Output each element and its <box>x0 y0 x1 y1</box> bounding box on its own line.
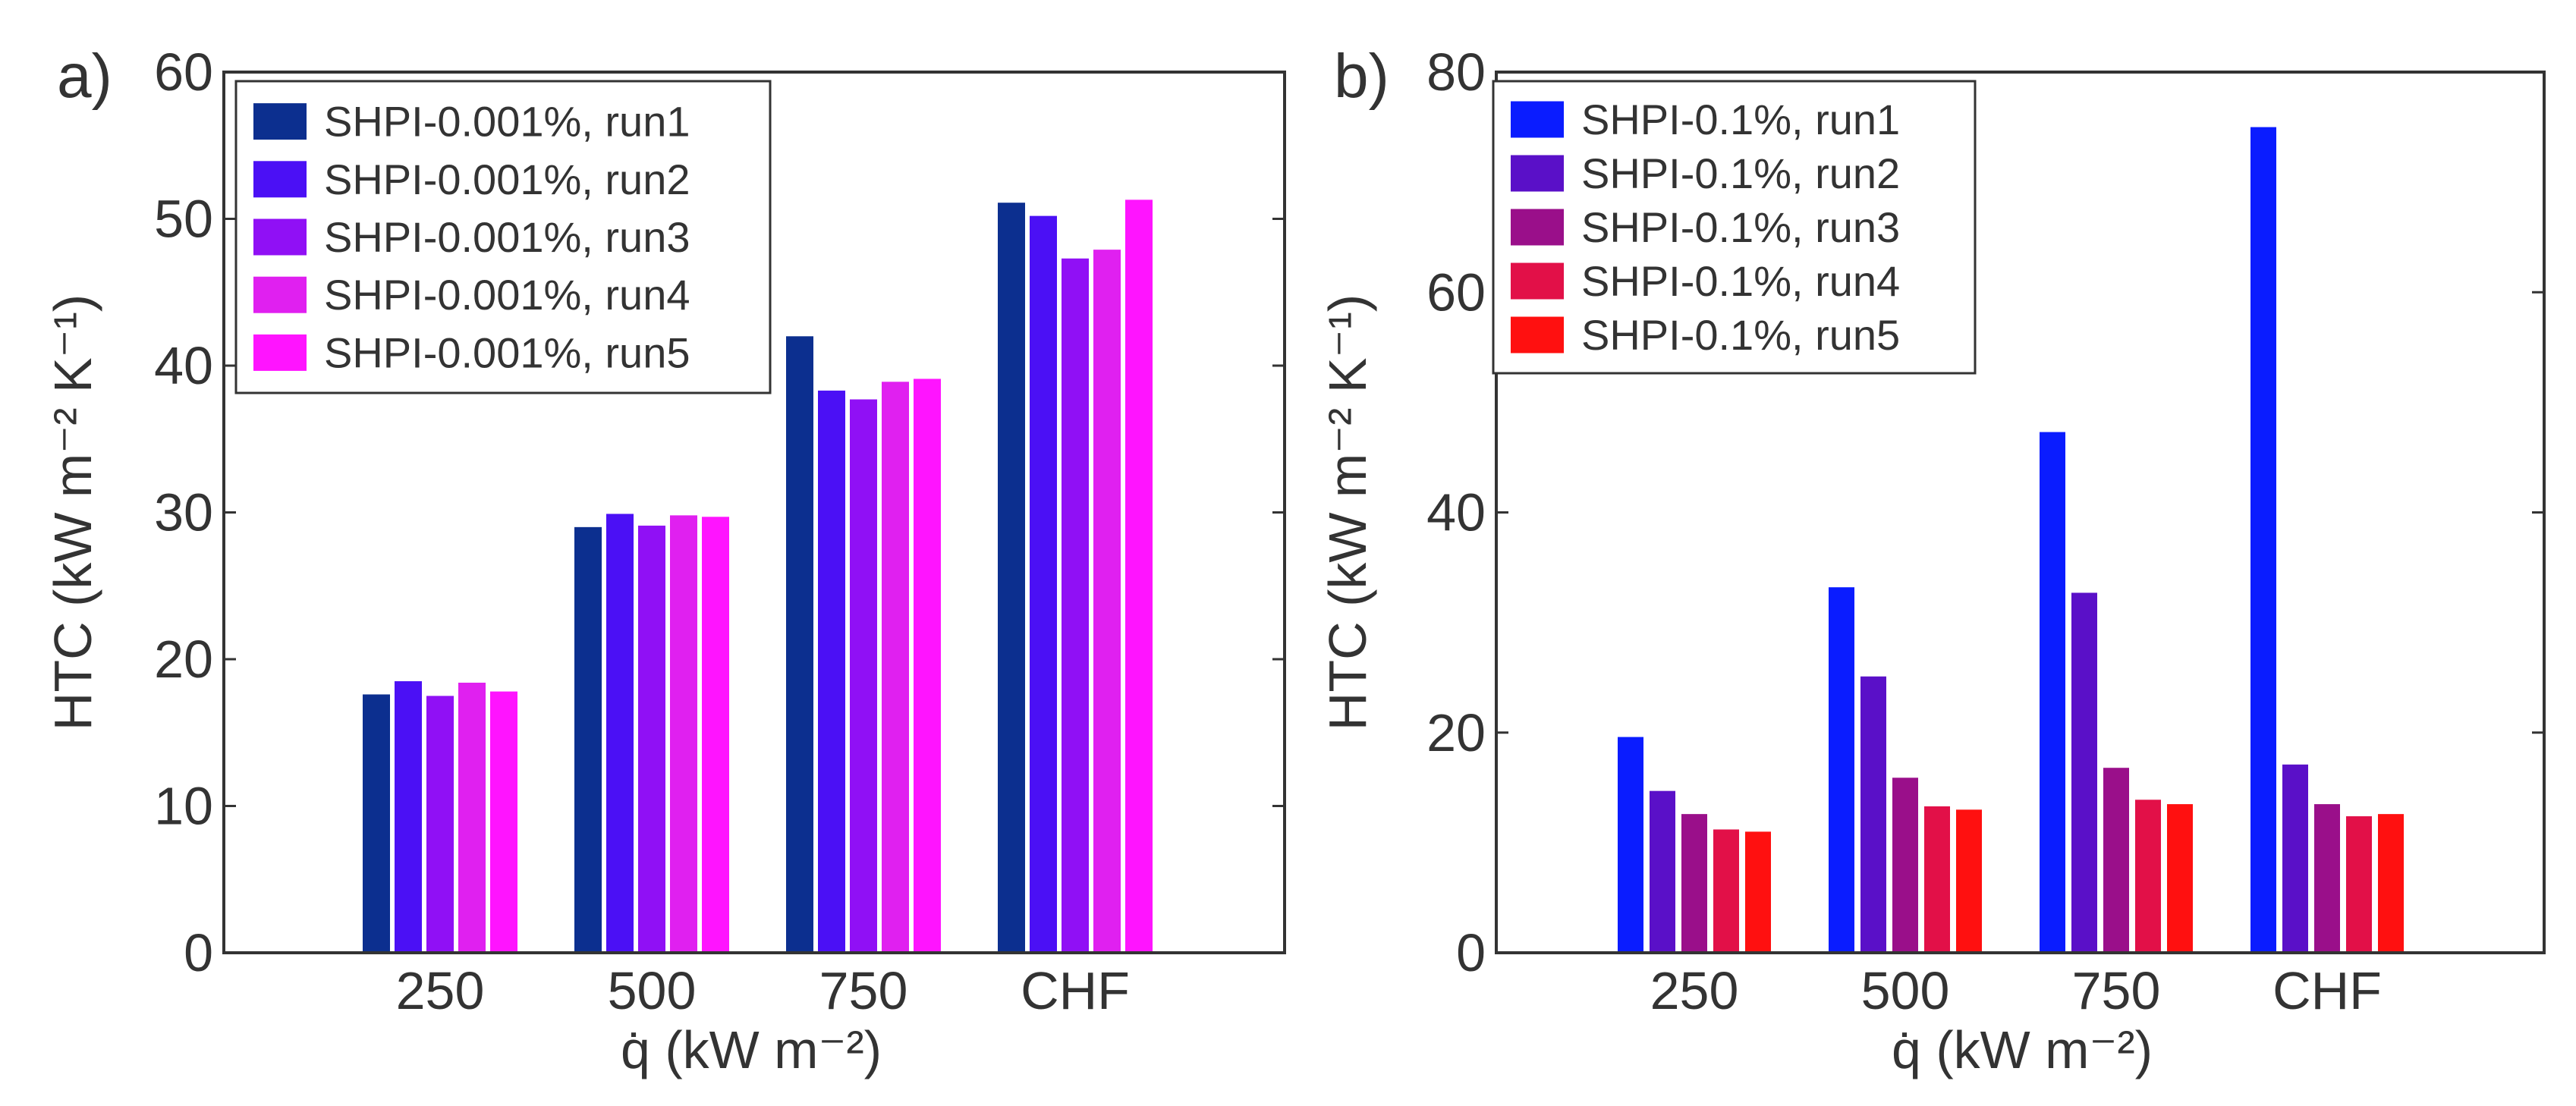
panel-a-bar-run1-250 <box>363 694 390 953</box>
panel-a-bar-run2-500 <box>606 514 634 953</box>
panel-a-xtick-label: CHF <box>1021 961 1130 1020</box>
panel-b-bar-run5-chf <box>2378 814 2404 953</box>
panel-a-bar-run4-500 <box>670 515 697 953</box>
panel-a-legend-label-run5: SHPI-0.001%, run5 <box>324 328 690 376</box>
panel-a-ytick-label: 0 <box>184 923 213 982</box>
panel-a-legend-swatch-run5 <box>253 334 307 371</box>
panel-b-xtick-label: 750 <box>2072 961 2161 1020</box>
panel-b-bar-run4-500 <box>1924 806 1950 953</box>
panel-a-bar-run4-chf <box>1093 250 1121 953</box>
panel-a-bar-run2-chf <box>1030 215 1057 953</box>
panel-b-legend-box <box>1492 80 1977 375</box>
panel-b-legend-label-run2: SHPI-0.1%, run2 <box>1581 149 1900 197</box>
panel-a-legend-box <box>234 80 772 394</box>
panel-b-ytick-label: 20 <box>1426 703 1486 762</box>
panel-b-bar-run1-500 <box>1829 587 1854 953</box>
panel-a-bar-run1-750 <box>786 336 813 953</box>
panel-a-bar-run5-750 <box>914 379 941 953</box>
panel-a-bar-run3-chf <box>1062 258 1089 953</box>
panel-a-ytick-label: 20 <box>154 630 213 689</box>
panel-b-bar-run3-500 <box>1892 778 1918 953</box>
panel-a-legend-swatch-run3 <box>253 218 307 256</box>
panel-a-bar-run1-chf <box>998 203 1025 954</box>
panel-b-bar-run4-chf <box>2346 816 2372 953</box>
panel-a-bar-run4-750 <box>882 382 909 953</box>
panel-a-legend-swatch-run1 <box>253 103 307 140</box>
panel-b-bar-run4-750 <box>2135 800 2161 953</box>
panel-b-legend: SHPI-0.1%, run1 SHPI-0.1%, run2 SHPI-0.1%,… <box>1492 80 1977 375</box>
panel-b-xtick-label: 250 <box>1650 961 1739 1020</box>
panel-a-xtick-label: 500 <box>608 961 697 1020</box>
panel-a-xtick-label: 750 <box>819 961 908 1020</box>
panel-b-ytick-label: 40 <box>1426 483 1486 542</box>
panel-b-bar-run3-chf <box>2314 804 2340 953</box>
panel-a-bar-run1-500 <box>574 526 602 953</box>
panel-a-legend-label-run3: SHPI-0.001%, run3 <box>324 213 690 261</box>
panel-b-legend-swatch-run2 <box>1511 155 1564 192</box>
panel-a-legend-label-run1: SHPI-0.001%, run1 <box>324 98 690 146</box>
panel-a-bar-run5-500 <box>702 517 729 953</box>
panel-b-ylabel: HTC (kW m⁻² K⁻¹) <box>1318 294 1377 731</box>
panel-b-bar-run1-250 <box>1618 737 1643 953</box>
panel-a-bar-run2-750 <box>818 390 845 953</box>
panel-b-legend-label-run3: SHPI-0.1%, run3 <box>1581 203 1900 251</box>
panel-b-bar-run3-750 <box>2103 768 2129 953</box>
panel-a-label: a) <box>57 42 112 111</box>
panel-b-bar-run1-chf <box>2250 127 2276 953</box>
panel-a-bar-run3-750 <box>850 399 877 953</box>
panel-b-bar-run3-250 <box>1681 814 1707 953</box>
panel-a-ylabel: HTC (kW m⁻² K⁻¹) <box>43 294 102 731</box>
panel-b-legend-swatch-run3 <box>1511 209 1564 246</box>
panel-b-ytick-label: 80 <box>1426 42 1486 102</box>
panel-b-bar-run2-250 <box>1650 790 1675 953</box>
panel-b: 0 20 40 60 80 250 500 750 CHF q̇ (kW m⁻²) HTC (kW … <box>1318 42 2546 1079</box>
panel-a-bar-run2-250 <box>395 681 422 953</box>
panel-b-legend-swatch-run5 <box>1511 316 1564 353</box>
panel-a-bar-run4-250 <box>458 682 486 953</box>
panel-b-legend-label-run5: SHPI-0.1%, run5 <box>1581 311 1900 359</box>
panel-a-ytick-label: 40 <box>154 336 213 395</box>
panel-a-legend-label-run2: SHPI-0.001%, run2 <box>324 156 690 203</box>
panel-a-xlabel: q̇ (kW m⁻²) <box>621 1020 882 1079</box>
panel-a-ytick-label: 50 <box>154 190 213 249</box>
panel-b-bar-run2-500 <box>1860 676 1886 953</box>
panel-b-legend-swatch-run4 <box>1511 262 1564 300</box>
panel-a-bar-run5-chf <box>1125 200 1153 954</box>
panel-b-ytick-label: 60 <box>1426 262 1486 322</box>
panel-b-xlabel: q̇ (kW m⁻²) <box>1892 1020 2153 1079</box>
panel-b-label: b) <box>1334 42 1389 111</box>
panel-b-legend-label-run4: SHPI-0.1%, run4 <box>1581 257 1900 305</box>
panel-b-legend-label-run1: SHPI-0.1%, run1 <box>1581 96 1900 143</box>
panel-b-bar-run5-500 <box>1956 809 1982 953</box>
panel-b-xtick-label: 500 <box>1861 961 1950 1020</box>
panel-b-ytick-label: 0 <box>1456 923 1486 982</box>
panel-a-bar-run5-250 <box>490 691 517 953</box>
panel-b-bar-run4-250 <box>1713 829 1739 953</box>
panel-b-bar-run5-250 <box>1745 831 1771 953</box>
panel-b-bar-run5-750 <box>2167 804 2193 953</box>
panel-a-legend-label-run4: SHPI-0.001%, run4 <box>324 271 690 319</box>
panel-b-xtick-label: CHF <box>2272 961 2382 1020</box>
panel-a-legend-swatch-run4 <box>253 276 307 313</box>
panel-a-xtick-label: 250 <box>396 961 485 1020</box>
panel-b-bar-run2-750 <box>2071 592 2097 953</box>
panel-a-ytick-label: 10 <box>154 777 213 836</box>
panel-a-bar-run3-250 <box>426 696 454 953</box>
panel-a-legend-swatch-run2 <box>253 161 307 198</box>
panel-a: 0 10 20 30 40 50 60 250 500 750 CHF q̇ (kW m⁻²) HTC … <box>43 42 1286 1079</box>
panel-a-legend: SHPI-0.001%, run1 SHPI-0.001%, run2 SHPI-0… <box>234 80 772 394</box>
panel-b-bar-run1-750 <box>2040 432 2065 953</box>
panel-b-bar-run2-chf <box>2282 764 2308 953</box>
panel-b-legend-swatch-run1 <box>1511 101 1564 138</box>
panel-a-ytick-label: 30 <box>154 483 213 542</box>
panel-a-ytick-label: 60 <box>154 42 213 102</box>
panel-a-bar-run3-500 <box>638 525 665 953</box>
